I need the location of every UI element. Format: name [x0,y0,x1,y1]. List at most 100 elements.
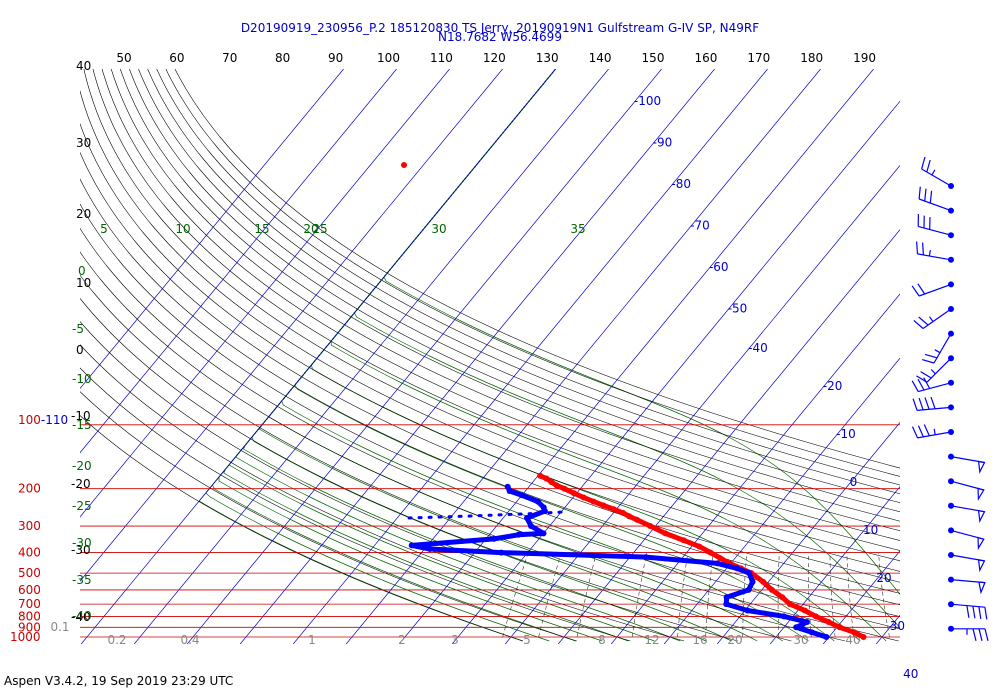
dry-adiabat-label: -40 [71,610,91,624]
mixing-ratio-line [631,552,647,638]
dewpoint-trace-point [408,542,415,549]
top-axis-label: 70 [222,51,237,65]
pressure-label: 500 [18,566,41,580]
wind-barb [948,502,986,524]
wind-barb-pennant [977,509,986,524]
dewpoint-trace-point [823,634,830,640]
dry-adiabat-line [80,251,899,642]
mixing-ratio-label: 30 [793,633,808,647]
chart-subtitle: N18.7682 W56.4699 [438,30,562,44]
wind-barb-flag [978,606,982,619]
wind-barb-flag [978,628,983,641]
pressure-label: 100-110 [18,413,68,427]
dewpoint-trace-point [714,560,721,567]
dewpoint-trace-point [723,601,730,608]
temperature-trace-point [537,472,544,479]
dry-adiabat-label: -20 [71,477,91,491]
isotherm-label: 20 [876,571,891,585]
wind-barb [917,213,954,239]
temperature-trace-point [836,624,843,631]
dewpoint-trace-point [515,531,522,538]
wind-barb-flag [916,241,919,254]
dry-adiabat-line [80,274,846,642]
isotherm-line [822,550,900,644]
theta-e-label: 30 [431,222,446,236]
wind-barb-flag [911,426,919,439]
theta-e-label: 10 [175,222,190,236]
wind-barb-flag [972,628,977,641]
theta-e-label: 15 [254,222,269,236]
wind-barb [921,156,954,189]
wind-barb-half-flag [929,316,934,322]
wind-barb-flag [966,605,970,618]
wind-barb-pennant [977,460,986,474]
moist-adiabat-line [383,69,900,595]
mixing-ratio-label: 3 [451,633,459,647]
dry-adiabat-line [80,415,524,642]
top-axis-label: 170 [747,51,770,65]
isotherm-label: -90 [653,136,673,150]
temperature-trace-point [620,509,626,516]
dry-adiabat-line [80,321,738,642]
dewpoint-trace-point [749,578,756,585]
temperature-trace-point [610,506,617,513]
dewpoint-trace-point [528,523,534,529]
top-axis-label: 80 [275,51,290,65]
isobars [80,424,900,638]
wind-barb-staff [921,168,952,187]
isotherm-label: -50 [728,302,748,316]
isotherm-label: -10 [836,427,856,441]
wind-barb-flag [921,156,926,170]
wind-barb-flag [923,377,931,389]
isotherm-line [292,69,768,644]
isotherm-line [345,69,821,644]
wind-barb-half-flag [931,169,936,176]
dry-adiabat-line [101,69,900,541]
mixing-ratio-label: 12 [644,633,659,647]
wind-barb-flag [924,397,930,410]
mixing-ratio-label: 0.4 [180,633,199,647]
dewpoint-trace-point [793,624,800,631]
temperature-trace-point [561,485,568,492]
isotherm-label: -40 [748,341,768,355]
wind-barb-pennant [977,487,985,501]
top-axis-label: 150 [642,51,665,65]
temperature-trace-point [786,601,793,608]
dry-adiabat-label: 30 [76,136,91,150]
temperature-trace-point [860,634,867,640]
temperature-trace-point [680,537,687,544]
moist-adiabat-label: -20 [72,459,92,473]
dry-adiabat-line [80,297,792,642]
theta-e-label: 5 [100,222,108,236]
pressure-label: 800 [18,609,41,623]
dewpoint-trace-point [524,515,530,521]
isotherm-line [186,69,662,644]
isotherm-label: 30 [890,619,905,633]
software-version-footer: Aspen V3.4.2, 19 Sep 2019 23:29 UTC [4,674,234,688]
dry-adiabat-line [80,367,631,642]
wind-barb [913,306,954,329]
dry-adiabat-line [147,69,900,495]
wind-barb-half-flag [934,349,941,354]
dry-adiabat-line [138,69,900,504]
dry-adiabat-label: -30 [71,543,91,557]
wind-barb-flag [918,397,924,410]
moist-adiabat-label: -30 [72,536,92,550]
dewpoint-trace-point [734,565,741,572]
wind-barb-flag [972,606,976,619]
wind-barb-flag [913,319,924,329]
wind-barb [948,552,986,573]
temperature-trace-point [548,479,555,485]
wind-barb-flag [984,628,989,641]
wind-barb-flag [918,316,929,326]
wind-barb [912,396,954,411]
wind-barb [948,576,986,595]
mixing-ratio-label: 0.2 [107,633,126,647]
pressure-label: 600 [18,583,41,597]
wind-barb-flag [926,159,931,173]
temperature-trace-point [590,498,597,505]
top-axis-label: 50 [116,51,131,65]
dry-adiabat-label: -10 [71,409,91,423]
wind-barb [918,186,954,214]
